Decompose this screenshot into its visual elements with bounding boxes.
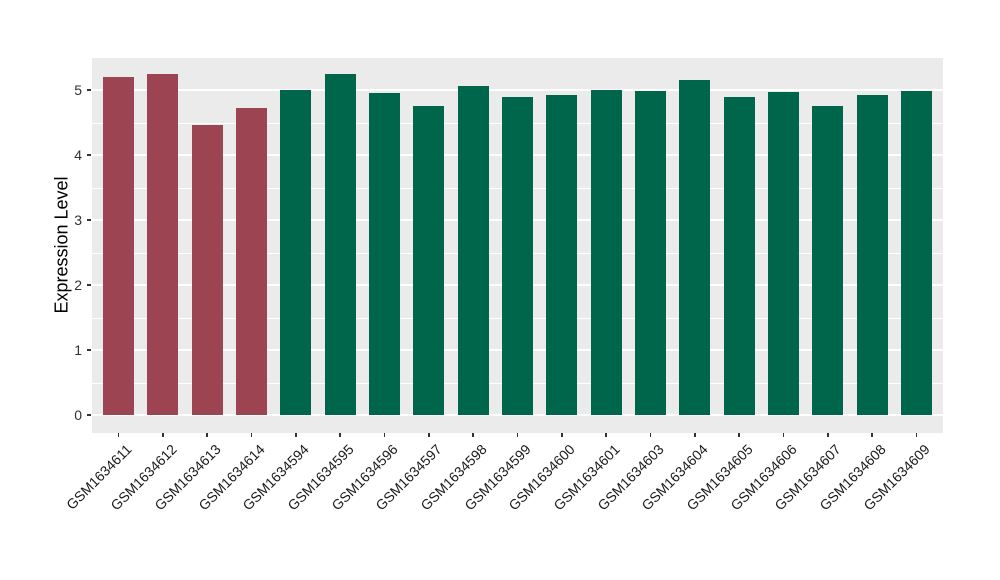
x-tick-mark bbox=[428, 433, 430, 437]
y-tick-label: 2 bbox=[74, 277, 82, 293]
major-gridline bbox=[92, 89, 943, 91]
x-tick-mark bbox=[250, 433, 253, 437]
x-tick-mark bbox=[117, 433, 120, 437]
bar-GSM1634608 bbox=[856, 94, 888, 415]
plot-panel bbox=[92, 58, 943, 433]
bar-GSM1634600 bbox=[546, 94, 578, 415]
bar-GSM1634595 bbox=[324, 73, 356, 415]
bar-GSM1634597 bbox=[413, 105, 445, 415]
y-tick-label: 3 bbox=[74, 212, 82, 228]
bar-GSM1634599 bbox=[502, 96, 533, 415]
bar-GSM1634611 bbox=[103, 77, 135, 415]
y-tick-label: 4 bbox=[74, 147, 82, 163]
x-tick-mark bbox=[561, 433, 563, 437]
bar-GSM1634612 bbox=[147, 73, 179, 415]
x-tick-mark bbox=[827, 433, 829, 437]
bar-GSM1634614 bbox=[236, 108, 268, 415]
y-tick-label: 0 bbox=[74, 407, 82, 423]
bar-GSM1634594 bbox=[280, 90, 312, 415]
bar-GSM1634607 bbox=[812, 105, 844, 415]
x-tick-mark bbox=[782, 433, 785, 437]
y-tick-mark bbox=[87, 154, 91, 156]
bar-GSM1634598 bbox=[457, 86, 489, 415]
y-tick-mark bbox=[87, 349, 91, 351]
bar-GSM1634606 bbox=[767, 91, 799, 415]
x-tick-mark bbox=[206, 433, 208, 437]
y-tick-mark bbox=[87, 89, 91, 91]
bar-GSM1634603 bbox=[634, 90, 666, 415]
x-tick-mark bbox=[162, 433, 164, 437]
x-tick-mark bbox=[605, 433, 607, 437]
y-tick-mark bbox=[87, 284, 91, 286]
x-tick-mark bbox=[694, 433, 696, 437]
x-tick-mark bbox=[649, 433, 652, 437]
x-tick-mark bbox=[915, 433, 918, 437]
bar-GSM1634609 bbox=[900, 90, 932, 415]
x-tick-mark bbox=[472, 433, 474, 437]
bar-GSM1634596 bbox=[369, 92, 401, 415]
x-tick-mark bbox=[339, 433, 341, 437]
y-tick-label: 5 bbox=[74, 82, 82, 98]
x-tick-mark bbox=[383, 433, 386, 437]
x-tick-mark bbox=[295, 433, 297, 437]
y-tick-mark bbox=[87, 219, 91, 221]
bar-GSM1634605 bbox=[723, 97, 755, 415]
x-tick-mark bbox=[738, 433, 740, 437]
x-tick-mark bbox=[871, 433, 873, 437]
major-gridline bbox=[92, 414, 943, 416]
y-tick-mark bbox=[87, 414, 91, 416]
bar-GSM1634601 bbox=[590, 90, 622, 415]
x-tick-mark bbox=[516, 433, 519, 437]
bar-GSM1634613 bbox=[191, 125, 223, 415]
bar-GSM1634604 bbox=[679, 79, 711, 415]
y-tick-label: 1 bbox=[74, 342, 82, 358]
